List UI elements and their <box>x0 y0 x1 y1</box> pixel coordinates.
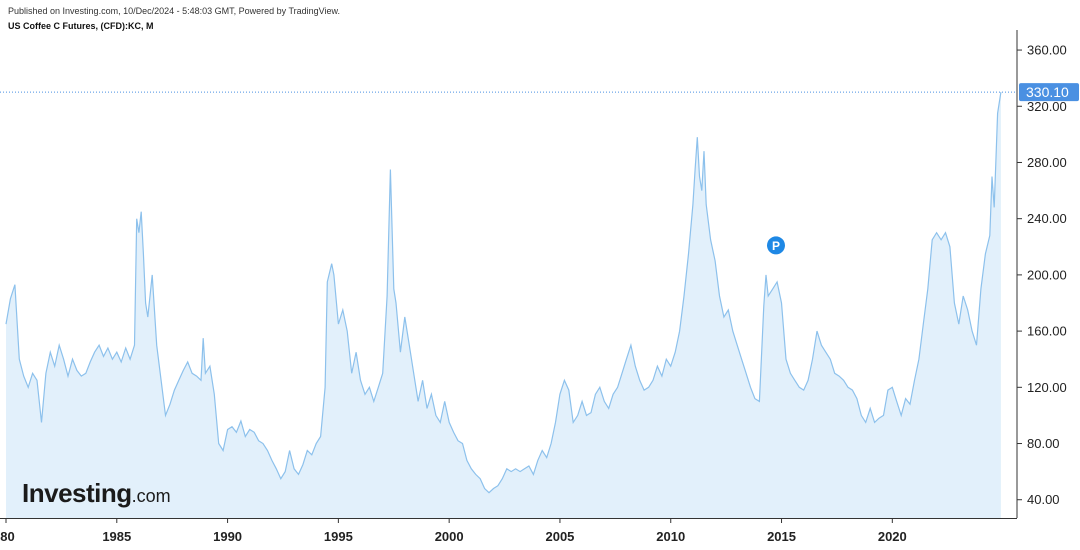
y-tick-label: 40.00 <box>1027 492 1060 507</box>
x-tick-label: 1995 <box>324 529 353 544</box>
y-tick-label: 280.00 <box>1027 155 1067 170</box>
x-tick-label: 2005 <box>545 529 574 544</box>
price-area-fill <box>6 92 1001 518</box>
y-tick-label: 240.00 <box>1027 211 1067 226</box>
logo-domain: .com <box>131 486 171 506</box>
event-marker[interactable] <box>766 236 785 255</box>
x-tick-label: '80 <box>0 529 15 544</box>
investing-logo: Investing.com <box>22 478 171 509</box>
y-axis[interactable]: 40.00 80.00 120.00 160.00 200.00 240.00 280.00… <box>1016 30 1079 518</box>
x-tick-label: 2000 <box>435 529 464 544</box>
y-tick-label: 80.00 <box>1027 436 1060 451</box>
publish-info: Published on Investing.com, 10/Dec/2024 … <box>8 6 341 16</box>
logo-wordmark: Investing <box>22 478 132 508</box>
y-tick-label: 160.00 <box>1027 324 1067 339</box>
event-marker-group[interactable]: P <box>766 236 785 255</box>
price-series-line <box>5 92 1002 494</box>
event-marker-label: P <box>772 239 780 253</box>
x-tick-label: 1985 <box>102 529 131 544</box>
y-tick-label: 120.00 <box>1027 380 1067 395</box>
x-tick-label: 1990 <box>213 529 242 544</box>
last-price-badge <box>1019 83 1079 102</box>
chart-header: Published on Investing.com, 10/Dec/2024 … <box>8 5 340 32</box>
plot-area[interactable] <box>5 92 1002 518</box>
x-axis[interactable]: '80 1985 1990 1995 2000 2005 2010 2015 2020 <box>0 518 1017 544</box>
y-tick-label: 200.00 <box>1027 267 1067 282</box>
last-price-label: 330.10 <box>1026 84 1069 100</box>
instrument-title: US Coffee C Futures, (CFD):KC, M <box>8 21 154 31</box>
x-tick-label: 2020 <box>878 529 907 544</box>
x-tick-label: 2015 <box>767 529 796 544</box>
x-tick-label: 2010 <box>656 529 685 544</box>
y-tick-label: 320.00 <box>1027 99 1067 114</box>
y-tick-label: 360.00 <box>1027 43 1067 58</box>
